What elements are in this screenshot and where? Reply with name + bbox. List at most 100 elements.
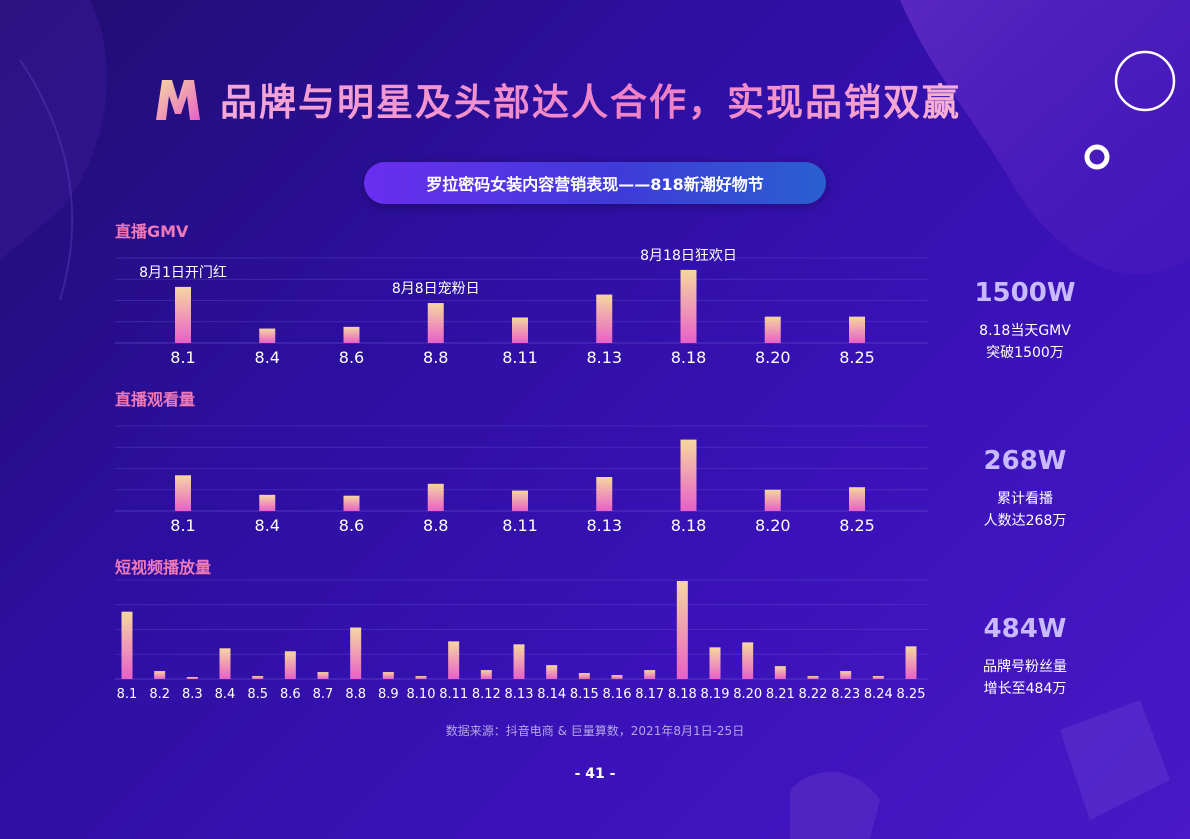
- tick-label: 8.11: [439, 687, 468, 702]
- tick-label: 8.6: [339, 516, 364, 535]
- bar-8.22: [807, 676, 819, 679]
- data-source: 数据来源：抖音电商 & 巨量算数，2021年8月1日-25日: [445, 724, 745, 738]
- section-label-views: 直播观看量: [115, 390, 196, 409]
- chart-views: 8.1 8.4 8.6 8.8 8.11 8.13 8.18 8.20 8.25: [115, 425, 928, 535]
- bar-8.6: [284, 651, 296, 679]
- annotation: 8月18日狂欢日: [640, 248, 737, 264]
- tick-label: 8.20: [755, 516, 791, 535]
- tick-label: 8.13: [505, 687, 534, 702]
- bar-8.13: [513, 644, 525, 679]
- stat-views-value: 268W: [983, 446, 1067, 476]
- bar-8.20: [742, 642, 754, 679]
- bar-8.1: [121, 611, 133, 679]
- bar-8.25: [905, 646, 917, 679]
- tick-label: 8.9: [378, 687, 399, 702]
- bar-8.1: [175, 475, 191, 511]
- stat-views: 268W 累计看播 人数达268万: [945, 446, 1105, 532]
- page-number: - 41 -: [574, 766, 616, 782]
- tick-label: 8.6: [280, 687, 301, 702]
- tick-label: 8.6: [339, 348, 364, 367]
- bar-8.11: [512, 490, 528, 511]
- title-row: 品牌与明星及头部达人合作，实现品销双赢: [150, 72, 961, 126]
- stat-views-line1: 累计看播: [997, 491, 1053, 507]
- page-title: 品牌与明星及头部达人合作，实现品销双赢: [220, 72, 961, 126]
- tick-label: 8.18: [671, 348, 707, 367]
- bar-8.18: [680, 269, 697, 343]
- tick-label: 8.10: [407, 687, 436, 702]
- bar-8.20: [764, 489, 781, 511]
- tick-label: 8.8: [423, 516, 448, 535]
- tick-label: 8.21: [766, 687, 795, 702]
- tick-label: 8.23: [831, 687, 860, 702]
- subtitle-pill: 罗拉密码女装内容营销表现——818新潮好物节: [364, 162, 826, 204]
- bar-8.2: [154, 671, 166, 679]
- bar-8.20: [764, 316, 781, 343]
- tick-label: 8.2: [149, 687, 170, 702]
- tick-label: 8.13: [586, 516, 622, 535]
- tick-label: 8.8: [423, 348, 448, 367]
- tick-label: 8.18: [668, 687, 697, 702]
- stat-video: 484W 品牌号粉丝量 增长至484万: [945, 614, 1105, 700]
- section-label-gmv: 直播GMV: [115, 222, 189, 241]
- bar-8.8: [427, 303, 444, 343]
- tick-label: 8.4: [255, 516, 280, 535]
- tick-label: 8.20: [733, 687, 762, 702]
- tick-label: 8.25: [897, 687, 926, 702]
- bar-8.25: [849, 487, 865, 511]
- bar-8.25: [849, 316, 865, 343]
- bar-8.4: [259, 494, 276, 511]
- bar-8.17: [644, 670, 656, 679]
- brand-logo-icon: [156, 80, 200, 120]
- tick-label: 8.1: [170, 348, 195, 367]
- bar-8.1: [175, 286, 191, 343]
- bar-8.12: [480, 670, 492, 679]
- bar-8.13: [596, 294, 613, 343]
- bar-8.6: [343, 495, 360, 511]
- tick-label: 8.7: [313, 687, 334, 702]
- bar-8.4: [259, 328, 276, 343]
- bar-8.8: [427, 483, 444, 511]
- bar-8.5: [252, 676, 264, 679]
- bar-8.15: [578, 673, 590, 679]
- stat-video-line1: 品牌号粉丝量: [983, 659, 1067, 675]
- stat-video-value: 484W: [983, 614, 1067, 644]
- stat-views-desc: 累计看播 人数达268万: [945, 488, 1105, 532]
- stat-video-desc: 品牌号粉丝量 增长至484万: [945, 656, 1105, 700]
- tick-label: 8.24: [864, 687, 893, 702]
- tick-label: 8.3: [182, 687, 203, 702]
- bar-8.13: [596, 477, 613, 511]
- tick-label: 8.8: [345, 687, 366, 702]
- stat-gmv-value: 1500W: [974, 278, 1076, 308]
- bar-8.3: [186, 677, 198, 679]
- tick-label: 8.14: [537, 687, 566, 702]
- tick-label: 8.20: [755, 348, 791, 367]
- section-label-video: 短视频播放量: [115, 558, 212, 577]
- bar-8.18: [680, 439, 697, 511]
- bar-8.23: [840, 671, 852, 679]
- stat-gmv-line2: 突破1500万: [986, 345, 1064, 361]
- chart-gmv: 8.1 8.4 8.6 8.8 8.11 8.13 8.18 8.20 8.25 8月1日开门红 8…: [115, 248, 928, 367]
- annotation: 8月8日宠粉日: [392, 281, 480, 297]
- bar-8.7: [317, 672, 329, 679]
- stat-gmv: 1500W 8.18当天GMV 突破1500万: [945, 278, 1105, 364]
- bar-8.11: [448, 641, 460, 679]
- bar-8.19: [709, 647, 721, 679]
- bar-8.18: [676, 580, 688, 679]
- tick-label: 8.1: [170, 516, 195, 535]
- bar-8.10: [415, 676, 427, 679]
- tick-label: 8.12: [472, 687, 501, 702]
- stat-video-line2: 增长至484万: [983, 681, 1067, 697]
- tick-label: 8.11: [502, 348, 538, 367]
- bar-8.11: [512, 317, 528, 343]
- tick-label: 8.17: [635, 687, 664, 702]
- bar-8.8: [350, 627, 362, 679]
- bar-8.6: [343, 326, 360, 343]
- tick-label: 8.13: [586, 348, 622, 367]
- stat-gmv-desc: 8.18当天GMV 突破1500万: [945, 320, 1105, 364]
- bar-8.14: [546, 665, 558, 679]
- tick-label: 8.15: [570, 687, 599, 702]
- bar-8.21: [774, 666, 786, 679]
- bar-8.9: [382, 672, 394, 679]
